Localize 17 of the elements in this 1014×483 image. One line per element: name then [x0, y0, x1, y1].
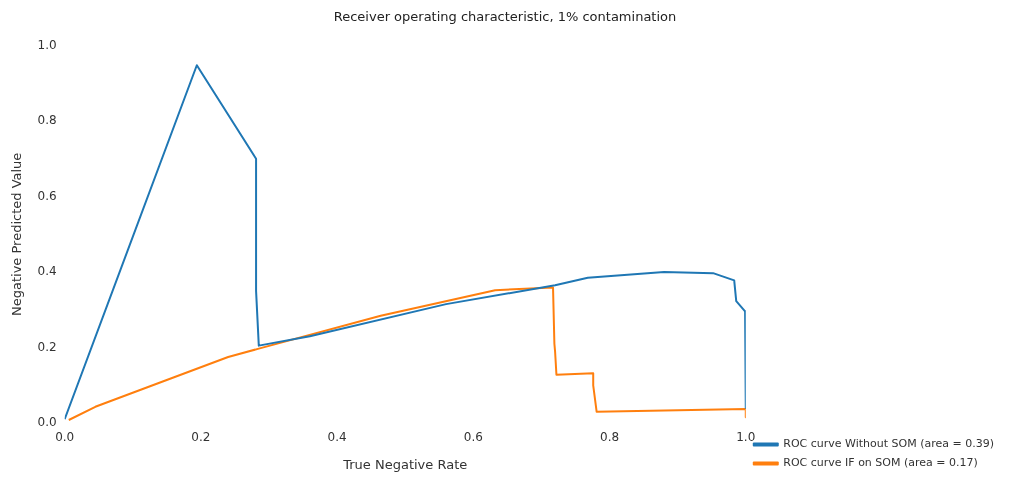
y-tick-label: 1.0: [37, 37, 57, 52]
legend-label: ROC curve Without SOM (area = 0.39): [783, 437, 995, 451]
x-tick-label: 0.4: [327, 430, 347, 445]
x-tick-label: 1.0: [736, 430, 756, 445]
y-axis-title: Negative Predicted Value: [9, 152, 25, 316]
legend-label: ROC curve IF on SOM (area = 0.17): [783, 456, 978, 470]
x-tick-label: 0.8: [600, 430, 620, 445]
y-tick-label: 0.4: [37, 264, 57, 279]
x-tick-label: 0.6: [463, 430, 483, 445]
y-tick-label: 0.8: [37, 113, 57, 128]
y-tick-label: 0.6: [37, 188, 57, 203]
x-tick-label: 0.2: [191, 430, 211, 445]
y-tick-label: 0.2: [37, 339, 57, 354]
x-axis-title: True Negative Rate: [342, 456, 468, 472]
x-tick-label: 0.0: [55, 430, 75, 445]
chart-title: Receiver operating characteristic, 1% contamination: [333, 9, 677, 25]
y-tick-label: 0.0: [37, 415, 57, 430]
